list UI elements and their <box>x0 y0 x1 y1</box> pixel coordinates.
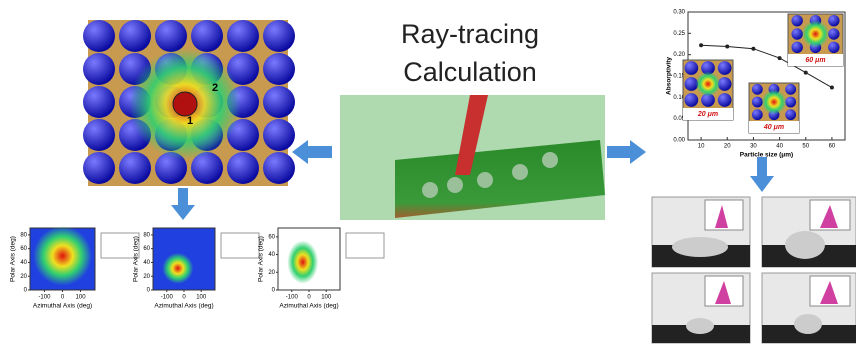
data-point <box>725 45 729 49</box>
inset-sphere <box>828 28 839 39</box>
sphere <box>83 152 115 184</box>
x-tick-label: 40 <box>776 144 783 150</box>
x-tick-label: 100 <box>321 295 332 301</box>
y-tick-label: 0 <box>272 288 276 294</box>
x-tick-label: -100 <box>286 295 299 301</box>
inset-sphere <box>791 15 802 26</box>
inset-sphere <box>718 93 732 107</box>
x-tick-label: -100 <box>161 295 174 301</box>
sphere <box>263 86 295 118</box>
ray-render <box>340 95 605 220</box>
y-tick-label: 20 <box>143 274 150 280</box>
sphere-label: 1 <box>187 115 193 127</box>
inset-heat <box>802 20 830 48</box>
data-point <box>778 56 782 60</box>
heatmap-blob <box>287 240 318 283</box>
sphere <box>191 20 223 52</box>
micrographs <box>652 197 856 343</box>
sphere <box>83 86 115 118</box>
graphical-abstract: 2 1 Ray-tracing Calculation 0.000.050.10… <box>0 0 856 346</box>
sphere <box>173 92 197 116</box>
data-point <box>699 43 703 47</box>
x-tick-label: 60 <box>829 144 836 150</box>
sphere <box>263 53 295 85</box>
sphere <box>83 119 115 151</box>
sphere <box>155 20 187 52</box>
heatmap-legend <box>346 233 384 258</box>
x-tick-label: 30 <box>750 144 757 150</box>
inset-sphere <box>752 109 763 120</box>
x-tick-label: 100 <box>196 295 207 301</box>
inset-sphere <box>785 97 796 108</box>
y-tick-label: 0 <box>24 288 28 294</box>
sphere <box>263 119 295 151</box>
y-tick-label: 60 <box>268 234 275 240</box>
x-tick-label: 0 <box>61 295 65 301</box>
heatmap-blob <box>162 253 193 284</box>
data-point <box>804 71 808 75</box>
y-tick-label: 40 <box>268 252 275 258</box>
y-axis-label: Polar Axis (deg) <box>133 236 140 282</box>
x-axis-label: Particle size (μm) <box>740 152 793 159</box>
inset-sphere <box>791 42 802 53</box>
inset-sphere <box>828 42 839 53</box>
x-tick-label: -100 <box>38 295 51 301</box>
y-tick-label: 60 <box>143 246 150 252</box>
title: Ray-tracing <box>401 19 539 49</box>
x-tick-label: 20 <box>724 144 731 150</box>
x-tick-label: 10 <box>698 144 705 150</box>
sphere <box>83 53 115 85</box>
inset-sphere <box>785 84 796 95</box>
y-tick-label: 0 <box>147 288 151 294</box>
data-point <box>751 47 755 51</box>
y-axis-label: Absorptivity <box>666 57 673 95</box>
title: Calculation <box>403 57 537 87</box>
inset-sphere <box>684 93 698 107</box>
sphere <box>119 20 151 52</box>
x-axis-label: Azimuthal Axis (deg) <box>33 303 92 310</box>
y-tick-label: 20 <box>20 274 27 280</box>
y-tick-label: 40 <box>20 260 27 266</box>
heatmap-blob <box>33 226 92 286</box>
inset-caption: 20 μm <box>697 111 718 118</box>
x-axis-label: Azimuthal Axis (deg) <box>279 303 338 310</box>
y-tick-label: 40 <box>143 260 150 266</box>
inset-sphere <box>785 109 796 120</box>
inset-sphere <box>684 61 698 75</box>
sphere <box>119 152 151 184</box>
x-tick-label: 0 <box>182 295 186 301</box>
x-axis-label: Azimuthal Axis (deg) <box>154 303 213 310</box>
inset-heat <box>762 90 787 115</box>
inset-heat <box>696 72 721 97</box>
heatmap-legend <box>221 233 259 258</box>
y-tick-label: 80 <box>20 232 27 238</box>
inset-sphere <box>791 28 802 39</box>
y-tick-label: 0.30 <box>673 10 685 16</box>
inset-sphere <box>752 84 763 95</box>
y-tick-label: 0.00 <box>673 138 685 144</box>
y-tick-label: 80 <box>143 232 150 238</box>
sphere <box>263 152 295 184</box>
x-tick-label: 100 <box>76 295 87 301</box>
sphere <box>227 152 259 184</box>
inset-caption: 60 μm <box>805 57 825 64</box>
sphere <box>263 20 295 52</box>
y-tick-label: 0.20 <box>673 52 685 58</box>
data-point <box>830 86 834 90</box>
y-tick-label: 0.25 <box>673 31 685 37</box>
inset-caption: 40 μm <box>763 124 784 131</box>
y-axis-label: Polar Axis (deg) <box>10 236 17 282</box>
x-tick-label: 0 <box>307 295 311 301</box>
inset-sphere <box>752 97 763 108</box>
x-tick-label: 50 <box>802 144 809 150</box>
inset-sphere <box>718 61 732 75</box>
sphere <box>83 20 115 52</box>
y-tick-label: 60 <box>20 246 27 252</box>
sphere <box>227 20 259 52</box>
y-tick-label: 20 <box>268 270 275 276</box>
y-axis-label: Polar Axis (deg) <box>258 236 265 282</box>
inset-sphere <box>828 15 839 26</box>
sphere-label: 2 <box>212 82 218 94</box>
